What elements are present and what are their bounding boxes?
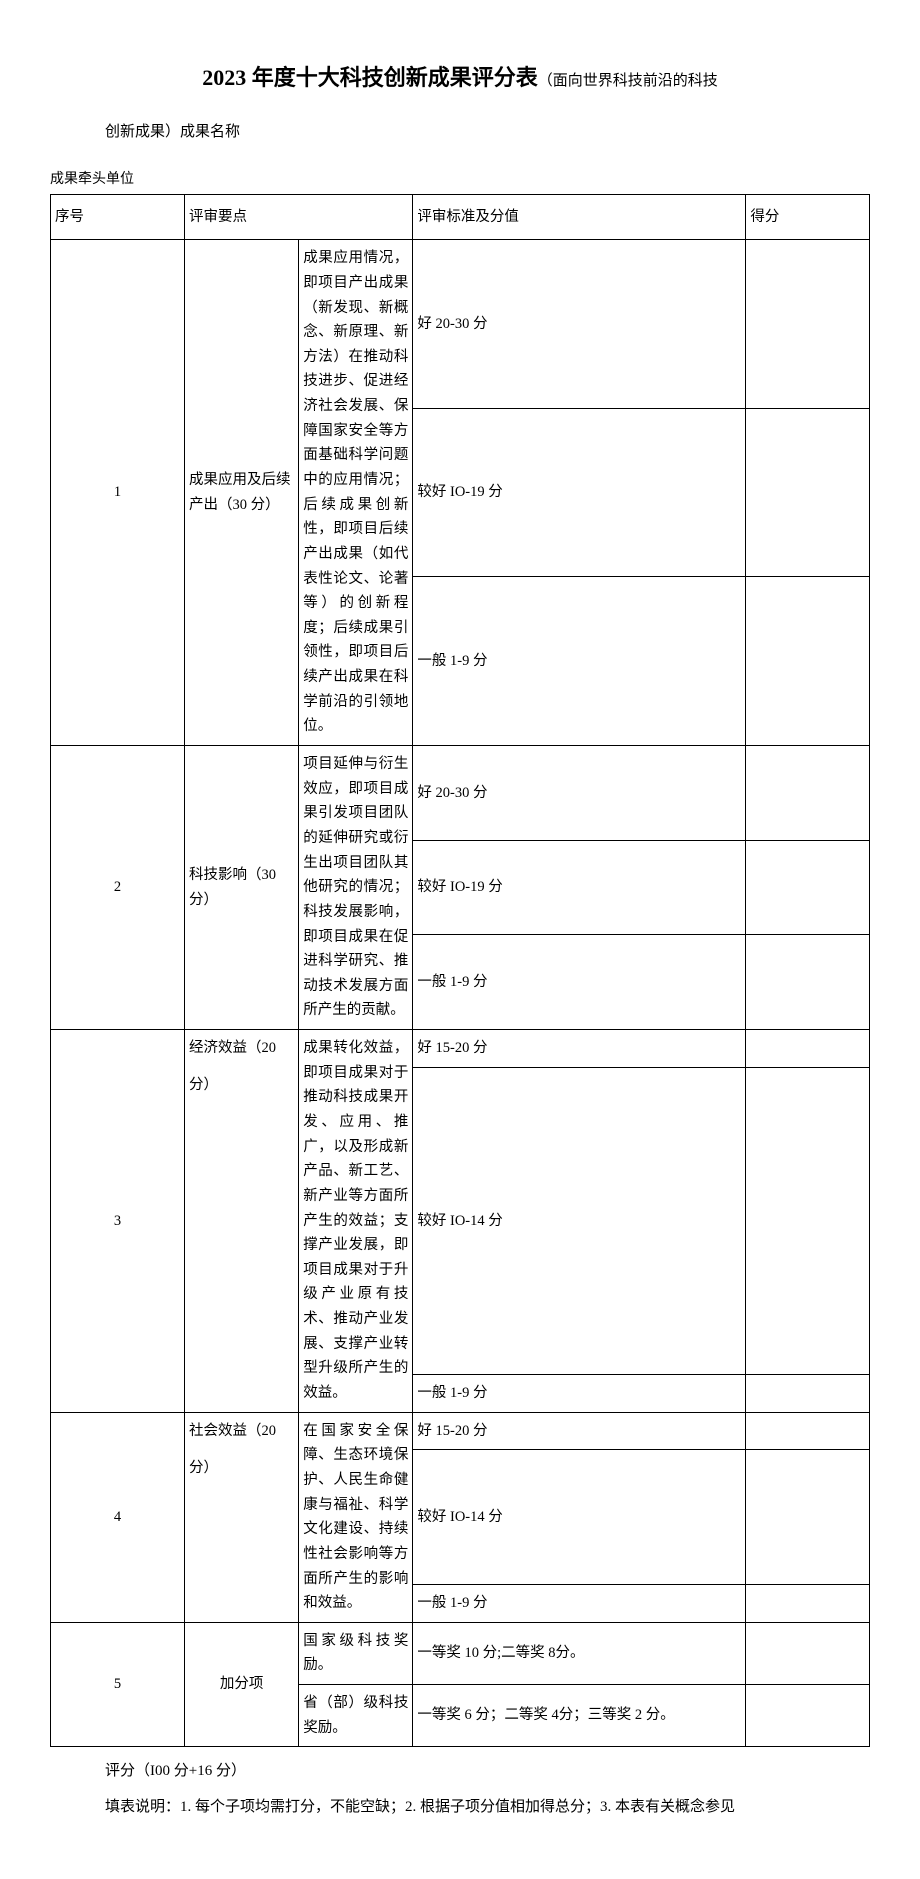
row-category: 成果应用及后续产出（30 分） [185, 240, 299, 746]
subtitle: 创新成果）成果名称 [50, 120, 870, 144]
row-standard: 好 15-20 分 [413, 1412, 746, 1450]
row-standard: 较好 IO-19 分 [413, 408, 746, 577]
row-index: 3 [51, 1030, 185, 1413]
header-index: 序号 [51, 194, 185, 240]
row-desc: 项目延伸与衍生效应，即项目成果引发项目团队的延伸研究或衍生出项目团队其他研究的情… [299, 746, 413, 1030]
row-standard: 一等奖 10 分;二等奖 8分。 [413, 1622, 746, 1684]
row-category-line1: 社会效益（20 [185, 1412, 299, 1450]
header-standard: 评审标准及分值 [413, 194, 746, 240]
table-header-row: 序号 评审要点 评审标准及分值 得分 [51, 194, 870, 240]
row-score-cell [746, 1375, 870, 1413]
row-desc: 国家级科技奖励。 [299, 1622, 413, 1684]
row-score-cell [746, 1450, 870, 1585]
row-standard: 好 15-20 分 [413, 1030, 746, 1068]
row-category-line2: 分） [185, 1067, 299, 1412]
row-index: 1 [51, 240, 185, 746]
row-standard: 一般 1-9 分 [413, 1585, 746, 1623]
row-category: 科技影响（30分） [185, 746, 299, 1030]
row-index: 5 [51, 1622, 185, 1747]
row-standard: 较好 IO-14 分 [413, 1067, 746, 1374]
table-row: 2 科技影响（30分） 项目延伸与衍生效应，即项目成果引发项目团队的延伸研究或衍… [51, 746, 870, 841]
row-standard: 一般 1-9 分 [413, 1375, 746, 1413]
row-score-cell [746, 408, 870, 577]
row-desc: 省（部）级科技奖励。 [299, 1685, 413, 1747]
instructions: 填表说明：1. 每个子项均需打分，不能空缺；2. 根据子项分值相加得总分；3. … [50, 1795, 870, 1819]
row-score-cell [746, 840, 870, 935]
row-score-cell [746, 1412, 870, 1450]
table-row: 4 社会效益（20 在国家安全保障、生态环境保护、人民生命健康与福祉、科学文化建… [51, 1412, 870, 1450]
row-index: 2 [51, 746, 185, 1030]
row-score-cell [746, 1585, 870, 1623]
row-category-line2: 分） [185, 1450, 299, 1622]
row-desc: 成果应用情况，即项目产出成果（新发现、新概念、新原理、新方法）在推动科技进步、促… [299, 240, 413, 746]
title-small: （面向世界科技前沿的科技 [538, 73, 718, 89]
table-row: 3 经济效益（20 成果转化效益，即项目成果对于推动科技成果开发、应用、推广，以… [51, 1030, 870, 1068]
row-score-cell [746, 1030, 870, 1068]
table-row: 5 加分项 国家级科技奖励。 一等奖 10 分;二等奖 8分。 [51, 1622, 870, 1684]
header-score: 得分 [746, 194, 870, 240]
row-score-cell [746, 935, 870, 1030]
footer-line: 评分（I00 分+16 分） [50, 1759, 870, 1783]
header-category: 评审要点 [185, 194, 413, 240]
row-score-cell [746, 577, 870, 746]
title-big: 2023 年度十大科技创新成果评分表 [202, 65, 538, 90]
row-desc: 成果转化效益，即项目成果对于推动科技成果开发、应用、推广，以及形成新产品、新工艺… [299, 1030, 413, 1413]
row-standard: 好 20-30 分 [413, 746, 746, 841]
scoring-table: 序号 评审要点 评审标准及分值 得分 1 成果应用及后续产出（30 分） 成果应… [50, 194, 870, 1748]
row-standard: 一般 1-9 分 [413, 935, 746, 1030]
row-score-cell [746, 1067, 870, 1374]
main-title: 2023 年度十大科技创新成果评分表（面向世界科技前沿的科技 [50, 60, 870, 95]
row-score-cell [746, 746, 870, 841]
row-desc: 在国家安全保障、生态环境保护、人民生命健康与福祉、科学文化建设、持续性社会影响等… [299, 1412, 413, 1622]
row-standard: 一般 1-9 分 [413, 577, 746, 746]
row-index: 4 [51, 1412, 185, 1622]
row-standard: 较好 IO-14 分 [413, 1450, 746, 1585]
row-category: 加分项 [185, 1622, 299, 1747]
row-category-line1: 经济效益（20 [185, 1030, 299, 1068]
row-score-cell [746, 1622, 870, 1684]
row-standard: 好 20-30 分 [413, 240, 746, 409]
lead-unit-label: 成果牵头单位 [50, 169, 870, 191]
row-score-cell [746, 240, 870, 409]
row-standard: 一等奖 6 分；二等奖 4分；三等奖 2 分。 [413, 1685, 746, 1747]
row-score-cell [746, 1685, 870, 1747]
table-row: 1 成果应用及后续产出（30 分） 成果应用情况，即项目产出成果（新发现、新概念… [51, 240, 870, 409]
row-standard: 较好 IO-19 分 [413, 840, 746, 935]
